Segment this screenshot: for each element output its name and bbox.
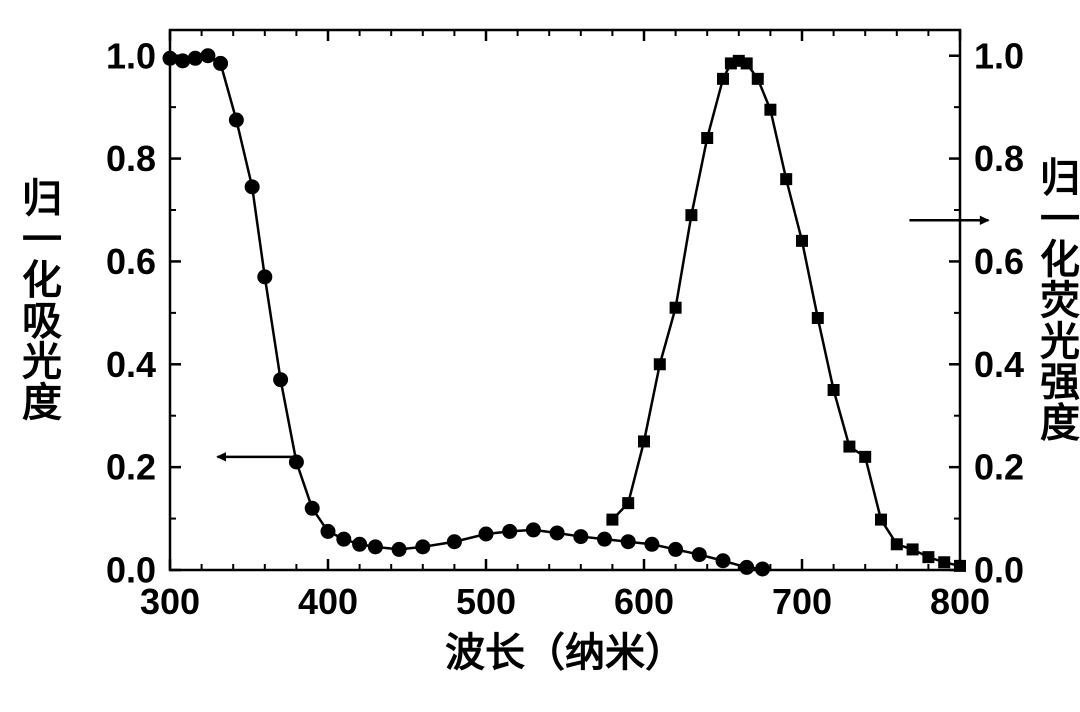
marker-circle: [392, 542, 406, 556]
marker-circle: [305, 501, 319, 515]
arrow-head-icon: [217, 453, 225, 461]
marker-circle: [321, 524, 335, 538]
chart-container: 3004005006007008000.00.20.40.60.81.00.00…: [0, 0, 1080, 712]
y-right-tick-label: 1.0: [974, 35, 1024, 76]
x-tick-label: 400: [298, 581, 358, 622]
marker-circle: [740, 560, 754, 574]
svg-text:度: 度: [1040, 400, 1080, 445]
marker-square: [718, 73, 729, 84]
marker-circle: [669, 542, 683, 556]
svg-text:吸: 吸: [22, 298, 62, 343]
marker-square: [765, 104, 776, 115]
svg-text:光: 光: [1040, 319, 1080, 364]
x-tick-label: 600: [614, 581, 674, 622]
marker-square: [860, 451, 871, 462]
x-tick-label: 500: [456, 581, 516, 622]
marker-circle: [188, 51, 202, 65]
marker-square: [654, 359, 665, 370]
y-right-tick-label: 0.0: [974, 550, 1024, 591]
x-tick-label: 700: [772, 581, 832, 622]
svg-text:化: 化: [1040, 237, 1080, 282]
svg-text:一: 一: [22, 217, 62, 262]
marker-circle: [229, 113, 243, 127]
svg-text:荧: 荧: [1040, 278, 1080, 323]
marker-circle: [645, 537, 659, 551]
y-left-tick-label: 0.0: [106, 550, 156, 591]
y-right-tick-label: 0.4: [974, 344, 1024, 385]
series-line-fluorescence: [612, 61, 960, 566]
marker-circle: [368, 540, 382, 554]
marker-circle: [245, 180, 259, 194]
svg-text:归: 归: [1040, 156, 1080, 201]
y-left-tick-label: 0.6: [106, 241, 156, 282]
y-left-axis-title: 归一化吸光度: [22, 176, 62, 425]
marker-square: [702, 133, 713, 144]
y-left-tick-label: 0.4: [106, 344, 156, 385]
marker-square: [923, 552, 934, 563]
marker-square: [907, 544, 918, 555]
marker-square: [955, 560, 966, 571]
y-right-axis-title: 归一化荧光强度: [1040, 156, 1080, 446]
svg-text:强: 强: [1040, 360, 1080, 405]
marker-square: [639, 436, 650, 447]
marker-circle: [550, 526, 564, 540]
marker-circle: [447, 535, 461, 549]
y-right-tick-label: 0.6: [974, 241, 1024, 282]
marker-square: [670, 302, 681, 313]
marker-square: [797, 235, 808, 246]
marker-square: [741, 58, 752, 69]
marker-circle: [621, 535, 635, 549]
marker-square: [844, 441, 855, 452]
marker-square: [891, 539, 902, 550]
marker-circle: [214, 56, 228, 70]
marker-circle: [337, 532, 351, 546]
marker-circle: [716, 554, 730, 568]
y-right-tick-label: 0.2: [974, 447, 1024, 488]
marker-square: [781, 174, 792, 185]
y-right-tick-label: 0.8: [974, 138, 1024, 179]
marker-circle: [201, 49, 215, 63]
svg-text:光: 光: [22, 339, 62, 384]
spectrum-chart: 3004005006007008000.00.20.40.60.81.00.00…: [0, 0, 1080, 712]
marker-circle: [692, 548, 706, 562]
marker-circle: [574, 530, 588, 544]
svg-text:化: 化: [22, 258, 62, 303]
y-left-tick-label: 0.2: [106, 447, 156, 488]
marker-square: [623, 498, 634, 509]
marker-square: [752, 73, 763, 84]
y-left-tick-label: 0.8: [106, 138, 156, 179]
marker-circle: [416, 540, 430, 554]
marker-square: [939, 557, 950, 568]
marker-circle: [353, 537, 367, 551]
arrow-head-icon: [980, 216, 988, 224]
svg-text:度: 度: [22, 380, 62, 425]
marker-circle: [258, 270, 272, 284]
marker-square: [876, 514, 887, 525]
marker-circle: [598, 532, 612, 546]
marker-circle: [163, 51, 177, 65]
marker-square: [607, 514, 618, 525]
marker-circle: [526, 523, 540, 537]
marker-square: [828, 385, 839, 396]
marker-circle: [756, 562, 770, 576]
x-axis-title: 波长（纳米）: [445, 630, 685, 675]
marker-circle: [503, 524, 517, 538]
marker-circle: [176, 54, 190, 68]
y-left-tick-label: 1.0: [106, 35, 156, 76]
marker-circle: [274, 373, 288, 387]
marker-circle: [479, 527, 493, 541]
marker-square: [812, 313, 823, 324]
marker-square: [686, 210, 697, 221]
svg-text:一: 一: [1040, 196, 1080, 241]
svg-text:归: 归: [22, 176, 62, 221]
